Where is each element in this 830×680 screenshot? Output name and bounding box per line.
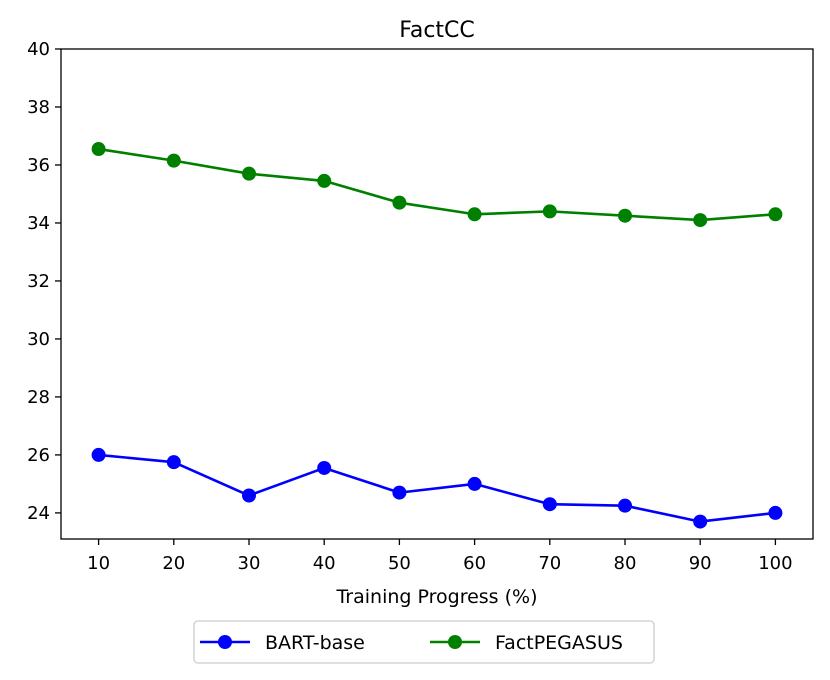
x-axis-title: Training Progress (%) [335,586,537,608]
legend-item-bart-base: BART-base [200,632,365,654]
data-point-bart-base [166,455,181,470]
legend: BART-base FactPEGASUS [193,620,655,664]
data-point-bart-base [693,514,708,529]
data-point-factpegasus [392,195,407,210]
y-tick-label: 40 [27,39,50,60]
data-point-bart-base [242,488,256,503]
x-tick-label: 30 [238,553,261,574]
legend-label: FactPEGASUS [495,632,623,654]
y-tick-label: 36 [27,155,50,176]
y-tick-label: 34 [27,213,50,234]
x-tick-label: 50 [388,553,411,574]
y-tick-label: 26 [27,445,50,466]
legend-swatch-marker [218,635,232,649]
legend-frame [193,620,655,664]
y-tick-label: 38 [27,97,50,118]
x-tick-label: 60 [463,553,486,574]
data-point-bart-base [542,497,557,512]
x-tick-label: 20 [162,553,185,574]
data-point-bart-base [317,460,332,475]
legend-item-factpegasus: FactPEGASUS [430,632,623,654]
data-point-factpegasus [618,208,632,223]
y-tick-label: 24 [27,503,50,524]
data-point-factpegasus [91,142,106,157]
data-point-factpegasus [166,153,181,168]
data-point-factpegasus [242,166,256,181]
x-tick-label: 100 [758,553,792,574]
legend-label: BART-base [265,632,365,654]
data-point-factpegasus [317,173,332,188]
x-tick-label: 80 [614,553,637,574]
data-point-factpegasus [542,204,557,219]
series-line-factpegasus [98,147,776,222]
data-point-bart-base [91,447,106,462]
axis-ticks: 10 20 30 40 50 60 70 80 90 100 24 26 28 30 32 34 36 38 40 [27,39,792,574]
chart-title: FactCC [399,18,475,43]
data-point-bart-base [392,485,407,500]
x-tick-label: 90 [689,553,712,574]
data-point-factpegasus [467,207,482,222]
x-tick-label: 40 [313,553,336,574]
x-tick-label: 70 [538,553,561,574]
y-tick-label: 28 [27,387,50,408]
data-point-bart-base [768,505,783,520]
axes-frame [60,48,814,540]
data-point-factpegasus [693,213,708,228]
data-point-bart-base [467,476,482,491]
plot-area [91,142,783,529]
y-tick-label: 32 [27,271,50,292]
data-point-factpegasus [768,207,783,222]
series-line-bart-base [98,453,776,523]
y-tick-label: 30 [27,329,50,350]
legend-swatch-marker [448,635,462,649]
data-point-bart-base [618,498,632,513]
x-tick-label: 10 [87,553,110,574]
